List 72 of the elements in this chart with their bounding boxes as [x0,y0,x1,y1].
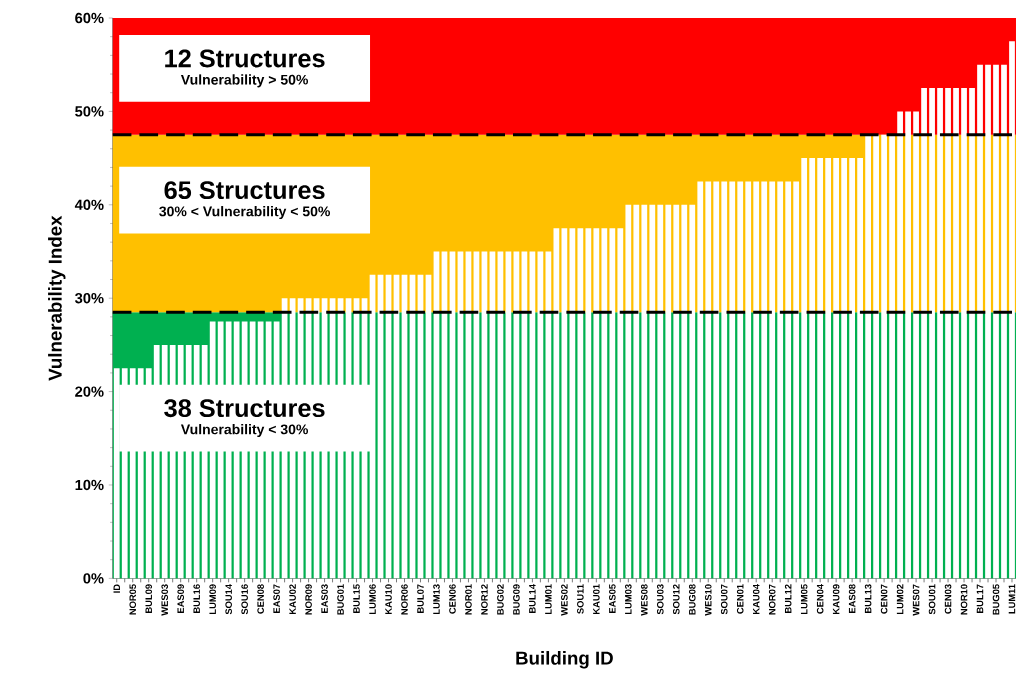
x-tick-label: SOU01 [928,584,936,615]
y-axis-title: Vulnerability Index [48,215,66,381]
y-tick-label: 10% [75,479,104,490]
x-tick-label: SOU11 [577,584,584,614]
x-tick-label: BUG05 [992,584,1000,615]
x-tick-label: EAS08 [848,584,856,613]
x-tick-label: BUG02 [497,584,504,615]
x-tick-label: LUM05 [800,584,808,614]
x-tick-label: BUL12 [784,584,792,613]
x-tick-label: NOR06 [401,584,408,615]
x-tick-label: BUL14 [529,583,536,613]
x-tick-label: CEN06 [449,584,456,614]
x-tick-label: SOU14 [225,583,232,615]
x-tick-label: CEN04 [816,583,824,614]
x-tick-label: SOU03 [656,584,664,615]
y-tick-label: 0% [83,572,104,584]
x-tick-label: BUG09 [513,584,520,615]
x-tick-label: WES02 [561,584,568,616]
x-tick-label: NOR12 [481,584,488,615]
x-tick-label: WES03 [161,584,169,616]
x-tick-label: WES07 [912,584,920,616]
x-tick-label: BUL13 [864,584,872,613]
x-tick-label: EAS07 [273,584,280,613]
y-tick-label: 30% [74,292,104,304]
y-tick-label: 50% [75,106,104,117]
x-tick-label: SOU16 [241,584,248,615]
annotation: Vulnerability < 30% [180,423,309,437]
x-tick-label: KAU04 [752,583,760,614]
x-tick-label: NOR07 [768,584,776,615]
x-tick-label: CEN01 [736,584,744,614]
x-tick-label: CEN08 [257,584,264,614]
annotation: 65 Structures [164,180,325,199]
x-tick-label: KAU09 [832,584,840,614]
x-tick-label: BUL16 [193,584,200,613]
x-axis-title: Building ID [516,650,613,669]
annotation: 38 Structures [164,398,325,417]
x-tick-label: NOR09 [305,584,312,615]
x-tick-label: EAS03 [321,584,328,613]
x-tick-label: KAU02 [289,584,296,614]
x-tick-label: ID [113,584,120,593]
x-tick-label: LUM13 [433,584,440,614]
x-tick-label: LUM02 [896,584,904,614]
x-tick-label: BUL07 [417,584,424,613]
x-tick-label: SOU12 [672,584,680,615]
x-tick-label: EAS05 [609,584,616,613]
y-tick-label: 20% [75,386,104,397]
x-tick-label: BUL09 [145,584,153,613]
x-tick-label: LUM11 [1008,584,1016,614]
annotation: Vulnerability > 50% [180,74,309,88]
x-tick-label: CEN03 [944,584,952,614]
x-tick-label: BUG01 [337,584,344,615]
x-tick-label: BUL17 [976,584,984,613]
x-tick-label: SOU07 [720,584,728,615]
x-tick-label: KAU10 [385,584,392,614]
y-tick-label: 40% [74,199,104,210]
x-tick-label: LUM06 [369,584,376,614]
x-tick-label: NOR10 [960,584,968,615]
x-tick-label: NOR01 [465,584,472,615]
y-tick-label: 60% [75,12,104,23]
x-tick-label: NOR05 [129,584,137,615]
x-tick-label: BUL15 [353,584,360,613]
x-tick-label: CEN07 [880,584,888,614]
x-tick-label: EAS09 [177,584,184,613]
x-tick-label: BUG08 [688,584,696,615]
x-tick-label: LUM09 [209,584,216,614]
x-tick-label: WES10 [704,584,712,616]
annotation: 12 Structures [165,49,325,68]
annotation: 30% < Vulnerability < 50% [159,205,331,219]
x-tick-label: LUM01 [545,584,552,614]
x-tick-label: WES08 [641,584,648,616]
x-tick-label: LUM03 [625,584,632,614]
x-tick-label: KAU01 [593,584,600,614]
